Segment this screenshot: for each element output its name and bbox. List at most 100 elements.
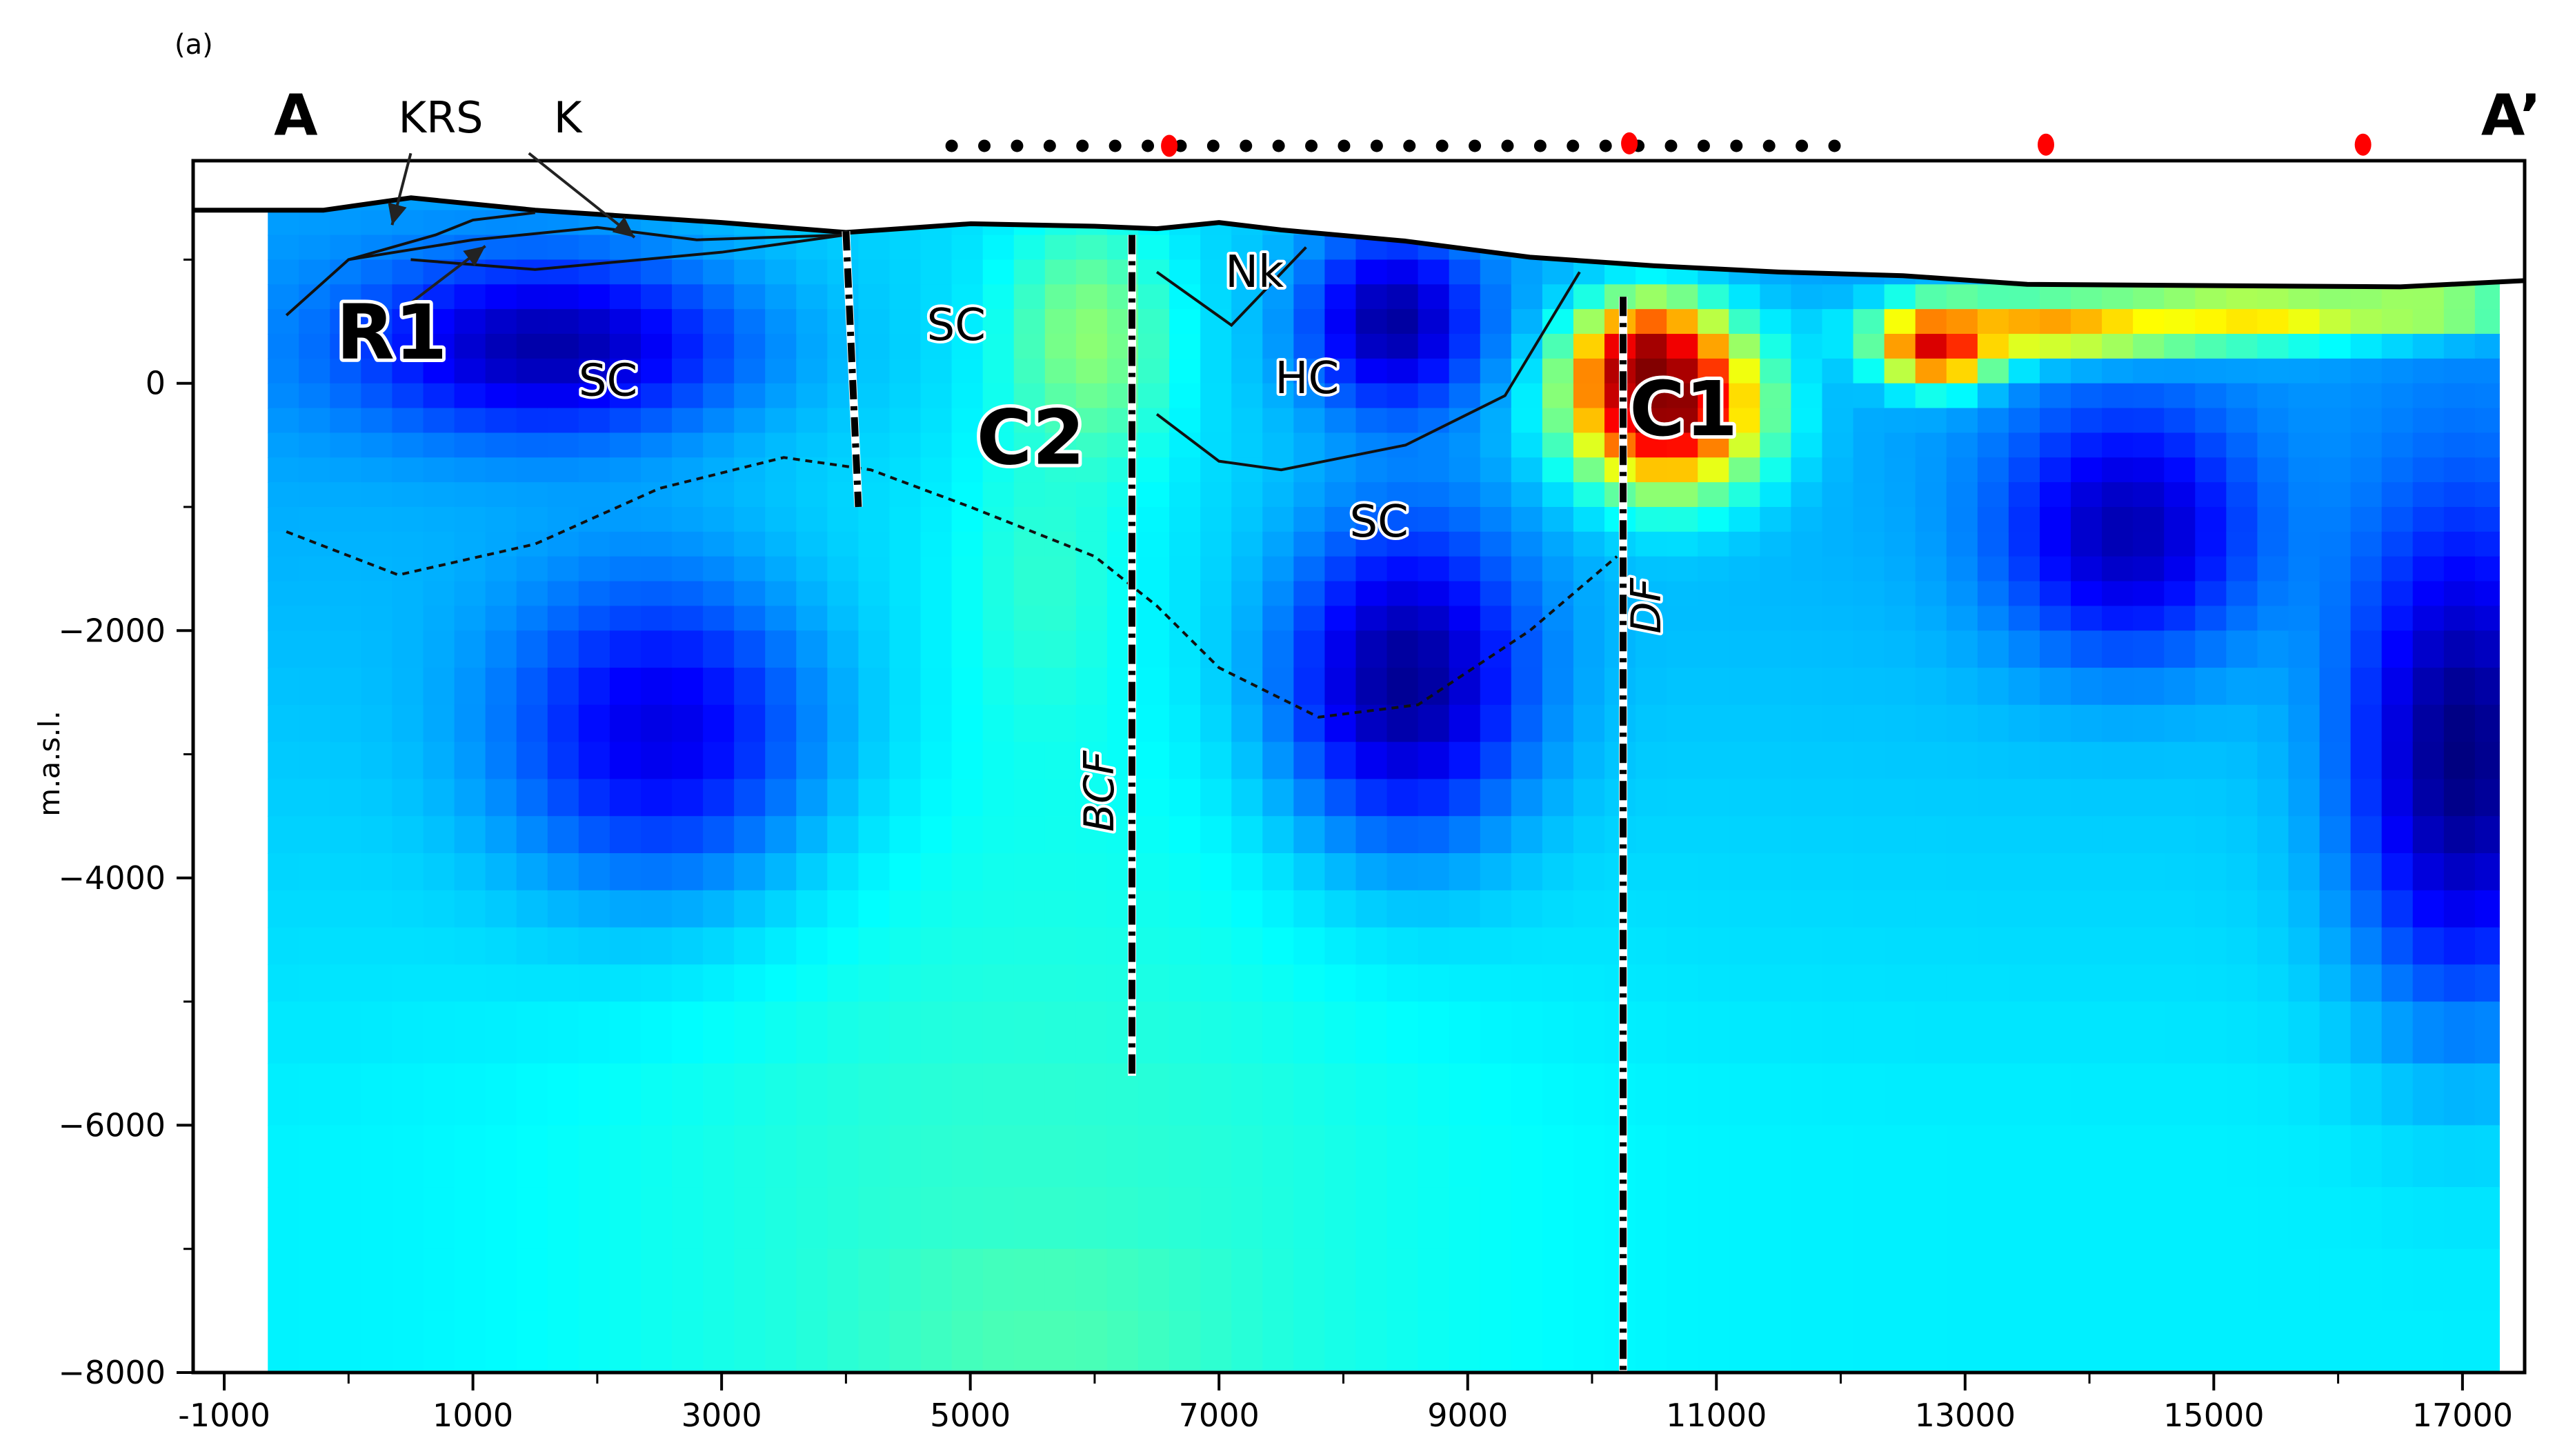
heatmap-cell bbox=[765, 1310, 797, 1373]
heatmap-cell bbox=[1044, 358, 1077, 384]
heatmap-cell bbox=[2164, 482, 2196, 508]
heatmap-cell bbox=[920, 704, 953, 743]
heatmap-cell bbox=[1449, 383, 1481, 409]
heatmap-cell bbox=[2412, 1125, 2445, 1188]
heatmap-cell bbox=[1075, 383, 1108, 409]
heatmap-cell bbox=[2102, 630, 2134, 668]
heatmap-cell bbox=[2288, 1063, 2320, 1126]
heatmap-cell bbox=[268, 284, 300, 310]
heatmap-cell bbox=[2412, 482, 2445, 508]
heatmap-cell bbox=[2350, 779, 2383, 817]
heatmap-cell bbox=[1822, 1001, 1854, 1064]
heatmap-cell bbox=[2474, 581, 2500, 607]
heatmap-cell bbox=[2071, 1063, 2102, 1126]
heatmap-cell bbox=[920, 334, 953, 359]
heatmap-cell bbox=[1355, 890, 1388, 928]
heatmap-cell bbox=[2474, 741, 2500, 780]
heatmap-cell bbox=[1449, 1125, 1481, 1188]
heatmap-cell bbox=[1231, 1001, 1264, 1064]
heatmap-cell bbox=[1822, 556, 1854, 582]
heatmap-cell bbox=[858, 1001, 891, 1064]
heatmap-cell bbox=[1760, 853, 1792, 891]
heatmap-cell bbox=[2195, 853, 2227, 891]
heatmap-cell bbox=[2443, 630, 2476, 668]
heatmap-cell bbox=[1231, 383, 1264, 409]
heatmap-cell bbox=[1822, 1248, 1854, 1312]
heatmap-cell bbox=[1729, 964, 1761, 1002]
heatmap-cell bbox=[1884, 482, 1916, 508]
heatmap-cell bbox=[2102, 816, 2134, 854]
heatmap-cell bbox=[578, 853, 610, 891]
heatmap-cell bbox=[547, 507, 579, 532]
heatmap-cell bbox=[2412, 779, 2445, 817]
heatmap-cell bbox=[2319, 779, 2352, 817]
heatmap-cell bbox=[1480, 507, 1512, 532]
heatmap-cell bbox=[2008, 358, 2040, 384]
heatmap-cell bbox=[827, 964, 859, 1002]
heatmap-cell bbox=[640, 1125, 673, 1188]
heatmap-cell bbox=[1729, 531, 1761, 557]
heatmap-cell bbox=[982, 741, 1015, 780]
heatmap-cell bbox=[454, 581, 486, 607]
heatmap-cell bbox=[2381, 890, 2414, 928]
heatmap-cell bbox=[1169, 507, 1201, 532]
heatmap-cell bbox=[1231, 259, 1264, 286]
fault-line-unnamed bbox=[842, 230, 862, 508]
heatmap-cell bbox=[392, 741, 424, 780]
heatmap-cell bbox=[1480, 816, 1512, 854]
heatmap-cell bbox=[2195, 1248, 2227, 1312]
heatmap-cell bbox=[640, 704, 673, 743]
heatmap-cell bbox=[516, 1310, 548, 1373]
contact-line bbox=[1155, 271, 1581, 472]
heatmap-cell bbox=[1169, 779, 1201, 817]
heatmap-cell bbox=[2071, 964, 2102, 1002]
x-tick-label: -1000 bbox=[178, 1397, 270, 1434]
heatmap-cell bbox=[858, 1248, 891, 1312]
heatmap-cell bbox=[1915, 581, 1947, 607]
heatmap-cell bbox=[1946, 1063, 1978, 1126]
heatmap-cell bbox=[423, 890, 455, 928]
heatmap-cell bbox=[330, 964, 362, 1002]
heatmap-cell bbox=[516, 630, 548, 668]
heatmap-cell bbox=[796, 1063, 828, 1126]
heatmap-cell bbox=[2008, 432, 2040, 459]
heatmap-cell bbox=[1480, 630, 1512, 668]
heatmap-cell bbox=[1044, 309, 1077, 335]
heatmap-cell bbox=[1200, 1187, 1233, 1250]
heatmap-cell bbox=[734, 1310, 766, 1373]
heatmap-cell bbox=[2412, 704, 2445, 743]
heatmap-cell bbox=[1977, 1001, 2009, 1064]
heatmap-cell bbox=[1138, 630, 1170, 668]
heatmap-cell bbox=[2350, 704, 2383, 743]
heatmap-cell bbox=[547, 1001, 579, 1064]
heatmap-cell bbox=[1729, 432, 1761, 459]
heatmap-cell bbox=[1884, 1187, 1916, 1250]
heatmap-cell bbox=[1977, 741, 2009, 780]
heatmap-cell bbox=[1449, 531, 1481, 557]
heatmap-cell bbox=[1760, 816, 1792, 854]
heatmap-cell bbox=[330, 556, 362, 582]
heatmap-cell bbox=[1449, 358, 1481, 384]
heatmap-cell bbox=[2319, 927, 2352, 966]
heatmap-cell bbox=[2071, 309, 2102, 335]
heatmap-cell bbox=[1293, 358, 1326, 384]
heatmap-cell bbox=[1200, 1248, 1233, 1312]
heatmap-cell bbox=[1138, 1248, 1170, 1312]
heatmap-cell bbox=[2071, 408, 2102, 434]
heatmap-cell bbox=[1760, 741, 1792, 780]
heatmap-cell bbox=[951, 606, 984, 632]
heatmap-cell bbox=[1915, 507, 1947, 532]
heatmap-cell bbox=[1200, 581, 1233, 607]
heatmap-cell bbox=[1169, 235, 1201, 261]
heatmap-cell bbox=[1231, 704, 1264, 743]
heatmap-cell bbox=[516, 853, 548, 891]
heatmap-cell bbox=[1200, 606, 1233, 632]
heatmap-cell bbox=[920, 927, 953, 966]
heatmap-cell bbox=[1262, 309, 1295, 335]
heatmap-cell bbox=[330, 408, 362, 434]
heatmap-cell bbox=[423, 606, 455, 632]
heatmap-cell bbox=[1418, 259, 1450, 286]
heatmap-cell bbox=[1480, 964, 1512, 1002]
heatmap-cell bbox=[2319, 668, 2352, 706]
heatmap-cell bbox=[2381, 1248, 2414, 1312]
